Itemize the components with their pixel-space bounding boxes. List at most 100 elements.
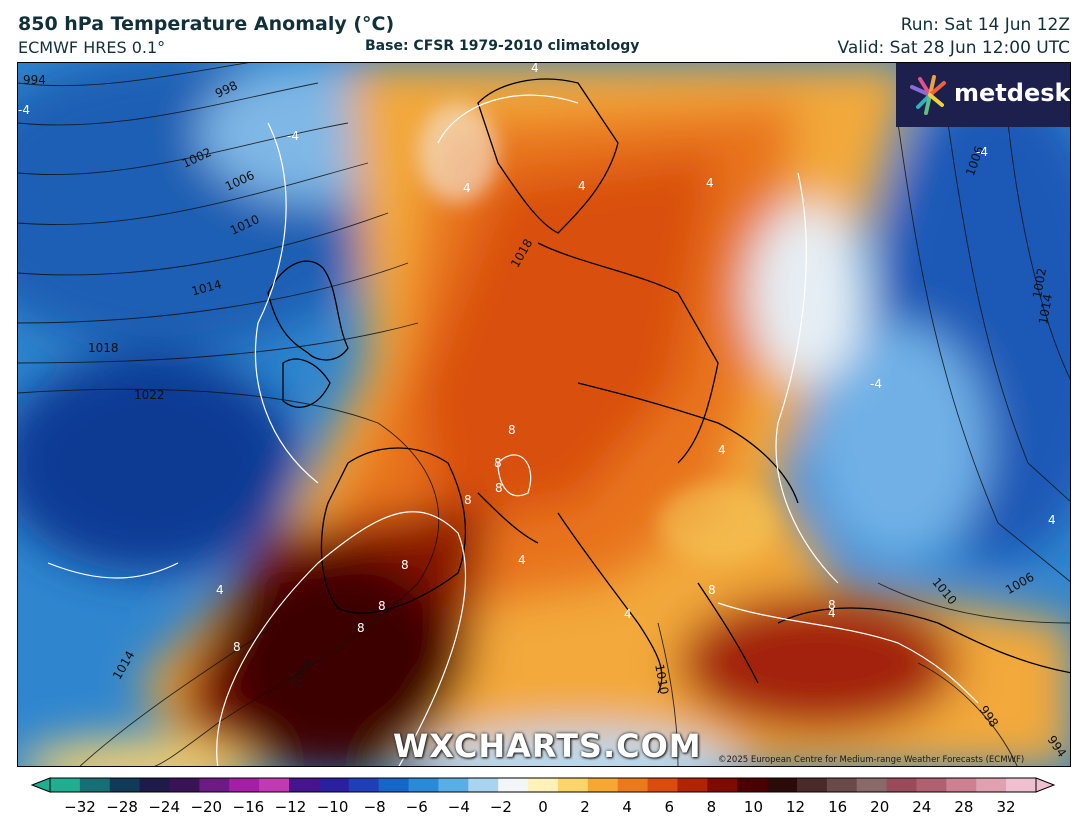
colorbar-tick-label: −6 xyxy=(405,798,428,816)
anomaly-label: 4 xyxy=(718,443,726,457)
colorbar-swatch xyxy=(259,778,290,792)
colorbar-swatch xyxy=(796,778,828,792)
colorbar-swatch xyxy=(378,778,410,792)
colorbar-swatch xyxy=(229,778,260,792)
anomaly-label: 4 xyxy=(216,583,224,597)
colorbar-tick-label: −4 xyxy=(447,798,470,816)
isobar-lines xyxy=(18,63,1070,766)
colorbar-tick-label: −10 xyxy=(316,798,349,816)
colorbar-swatch xyxy=(468,778,499,792)
colorbar-swatch xyxy=(169,778,200,792)
colorbar-swatch xyxy=(647,778,678,792)
anomaly-label: 4 xyxy=(624,607,632,621)
anomaly-label: 8 xyxy=(357,621,365,635)
metdesk-logo: metdesk xyxy=(896,63,1071,127)
anomaly-label: 8 xyxy=(494,456,502,470)
colorbar-swatch xyxy=(916,778,947,792)
colorbar-tick-label: 0 xyxy=(538,798,548,816)
colorbar-tick-label: 6 xyxy=(664,798,675,816)
colorbar-swatch xyxy=(408,778,439,792)
anomaly-label: 4 xyxy=(706,176,714,190)
copyright-note: ©2025 European Centre for Medium-range W… xyxy=(718,755,1025,765)
colorbar-tick-label: −24 xyxy=(148,798,180,816)
colorbar-swatch xyxy=(826,778,858,792)
anomaly-label: -4 xyxy=(870,377,882,391)
anomaly-map: metdesk WXCHARTS.COM ©2025 European Cent… xyxy=(17,62,1071,767)
colorbar-swatch xyxy=(438,778,469,792)
colorbar-tick-label: 2 xyxy=(580,798,590,816)
colorbar-tick-label: −12 xyxy=(274,798,307,816)
anomaly-label: -4 xyxy=(976,145,988,159)
colorbar-tick-label: 32 xyxy=(996,798,1016,816)
colorbar-swatch xyxy=(737,778,768,792)
colorbar-tick-label: −2 xyxy=(489,798,512,816)
anomaly-label: 4 xyxy=(463,181,471,195)
colorbar-tick-label: −16 xyxy=(232,798,265,816)
isobar-label: 1018 xyxy=(88,341,119,355)
colorbar-tick-label: 10 xyxy=(743,798,763,816)
anomaly-label: 8 xyxy=(708,583,716,597)
colorbar-tick-label: 20 xyxy=(870,798,890,816)
colorbar-tick-label: −28 xyxy=(106,798,138,816)
model-subtitle: ECMWF HRES 0.1° xyxy=(18,38,166,57)
coastlines xyxy=(267,78,1070,694)
colorbar-tick-label: 8 xyxy=(706,798,717,816)
colorbar-swatch xyxy=(677,778,708,792)
colorbar-swatch xyxy=(199,778,230,792)
colorbar-tick-label: 16 xyxy=(828,798,848,816)
anomaly-label: 8 xyxy=(828,598,836,612)
colorbar-swatch xyxy=(109,778,141,792)
colorbar-frame xyxy=(49,777,1037,793)
anomaly-label: 4 xyxy=(531,62,539,75)
colorbar-swatch xyxy=(886,778,917,792)
colorbar-tick-label: 12 xyxy=(785,798,806,816)
anomaly-label: 8 xyxy=(464,493,472,507)
colorbar-swatch xyxy=(856,778,888,792)
colorbar-swatch xyxy=(528,778,559,792)
anomaly-label: 4 xyxy=(1048,513,1056,527)
chart-title: 850 hPa Temperature Anomaly (°C) xyxy=(18,13,395,35)
colorbar-swatch xyxy=(348,778,380,792)
colorbar-swatch xyxy=(498,778,529,792)
colorbar-swatch xyxy=(617,778,649,792)
colorbar-swatch xyxy=(557,778,589,792)
colorbar-min-arrow xyxy=(30,777,51,793)
colorbar-swatch xyxy=(139,778,171,792)
colorbar-swatch xyxy=(707,778,738,792)
colorbar-swatch xyxy=(767,778,798,792)
colorbar-swatch xyxy=(289,778,320,792)
anomaly-label: 4 xyxy=(578,179,586,193)
anomaly-label: 4 xyxy=(518,553,526,567)
run-time: Run: Sat 14 Jun 12Z xyxy=(900,15,1070,35)
metdesk-logo-mark xyxy=(910,75,946,115)
colorbar-tick-label: −32 xyxy=(64,798,96,816)
colorbar-tick-label: 4 xyxy=(622,798,632,816)
colorbar-tick-label: −20 xyxy=(190,798,223,816)
metdesk-logo-text: metdesk xyxy=(954,79,1071,107)
isobar-label: 994 xyxy=(23,73,46,87)
colorbar-swatch xyxy=(946,778,977,792)
colorbar-tick-label: 28 xyxy=(954,798,974,816)
climatology-base: Base: CFSR 1979-2010 climatology xyxy=(365,38,640,54)
colorbar-swatch xyxy=(79,778,111,792)
colorbar-tick-label: 24 xyxy=(912,798,932,816)
anomaly-label: -4 xyxy=(287,129,299,143)
colorbar-swatch xyxy=(1006,778,1037,792)
valid-time: Valid: Sat 28 Jun 12:00 UTC xyxy=(837,38,1070,58)
colorbar-swatch xyxy=(50,778,81,792)
anomaly-label: 8 xyxy=(495,481,503,495)
anomaly-label: 8 xyxy=(233,640,241,654)
map-field xyxy=(18,63,1070,766)
colorbar-swatch xyxy=(976,778,1007,792)
colorbar-swatch xyxy=(318,778,350,792)
anomaly-label: 8 xyxy=(378,599,386,613)
anomaly-label: 8 xyxy=(508,423,516,437)
anomaly-label: -4 xyxy=(18,103,30,117)
anomaly-contours xyxy=(47,94,979,766)
watermark: WXCHARTS.COM xyxy=(393,727,702,765)
colorbar xyxy=(30,777,1056,793)
colorbar-max-arrow xyxy=(1035,777,1056,793)
anomaly-label: 4 xyxy=(828,606,836,620)
colorbar-tick-label: −8 xyxy=(363,798,386,816)
isobar-label: 1022 xyxy=(134,388,165,402)
